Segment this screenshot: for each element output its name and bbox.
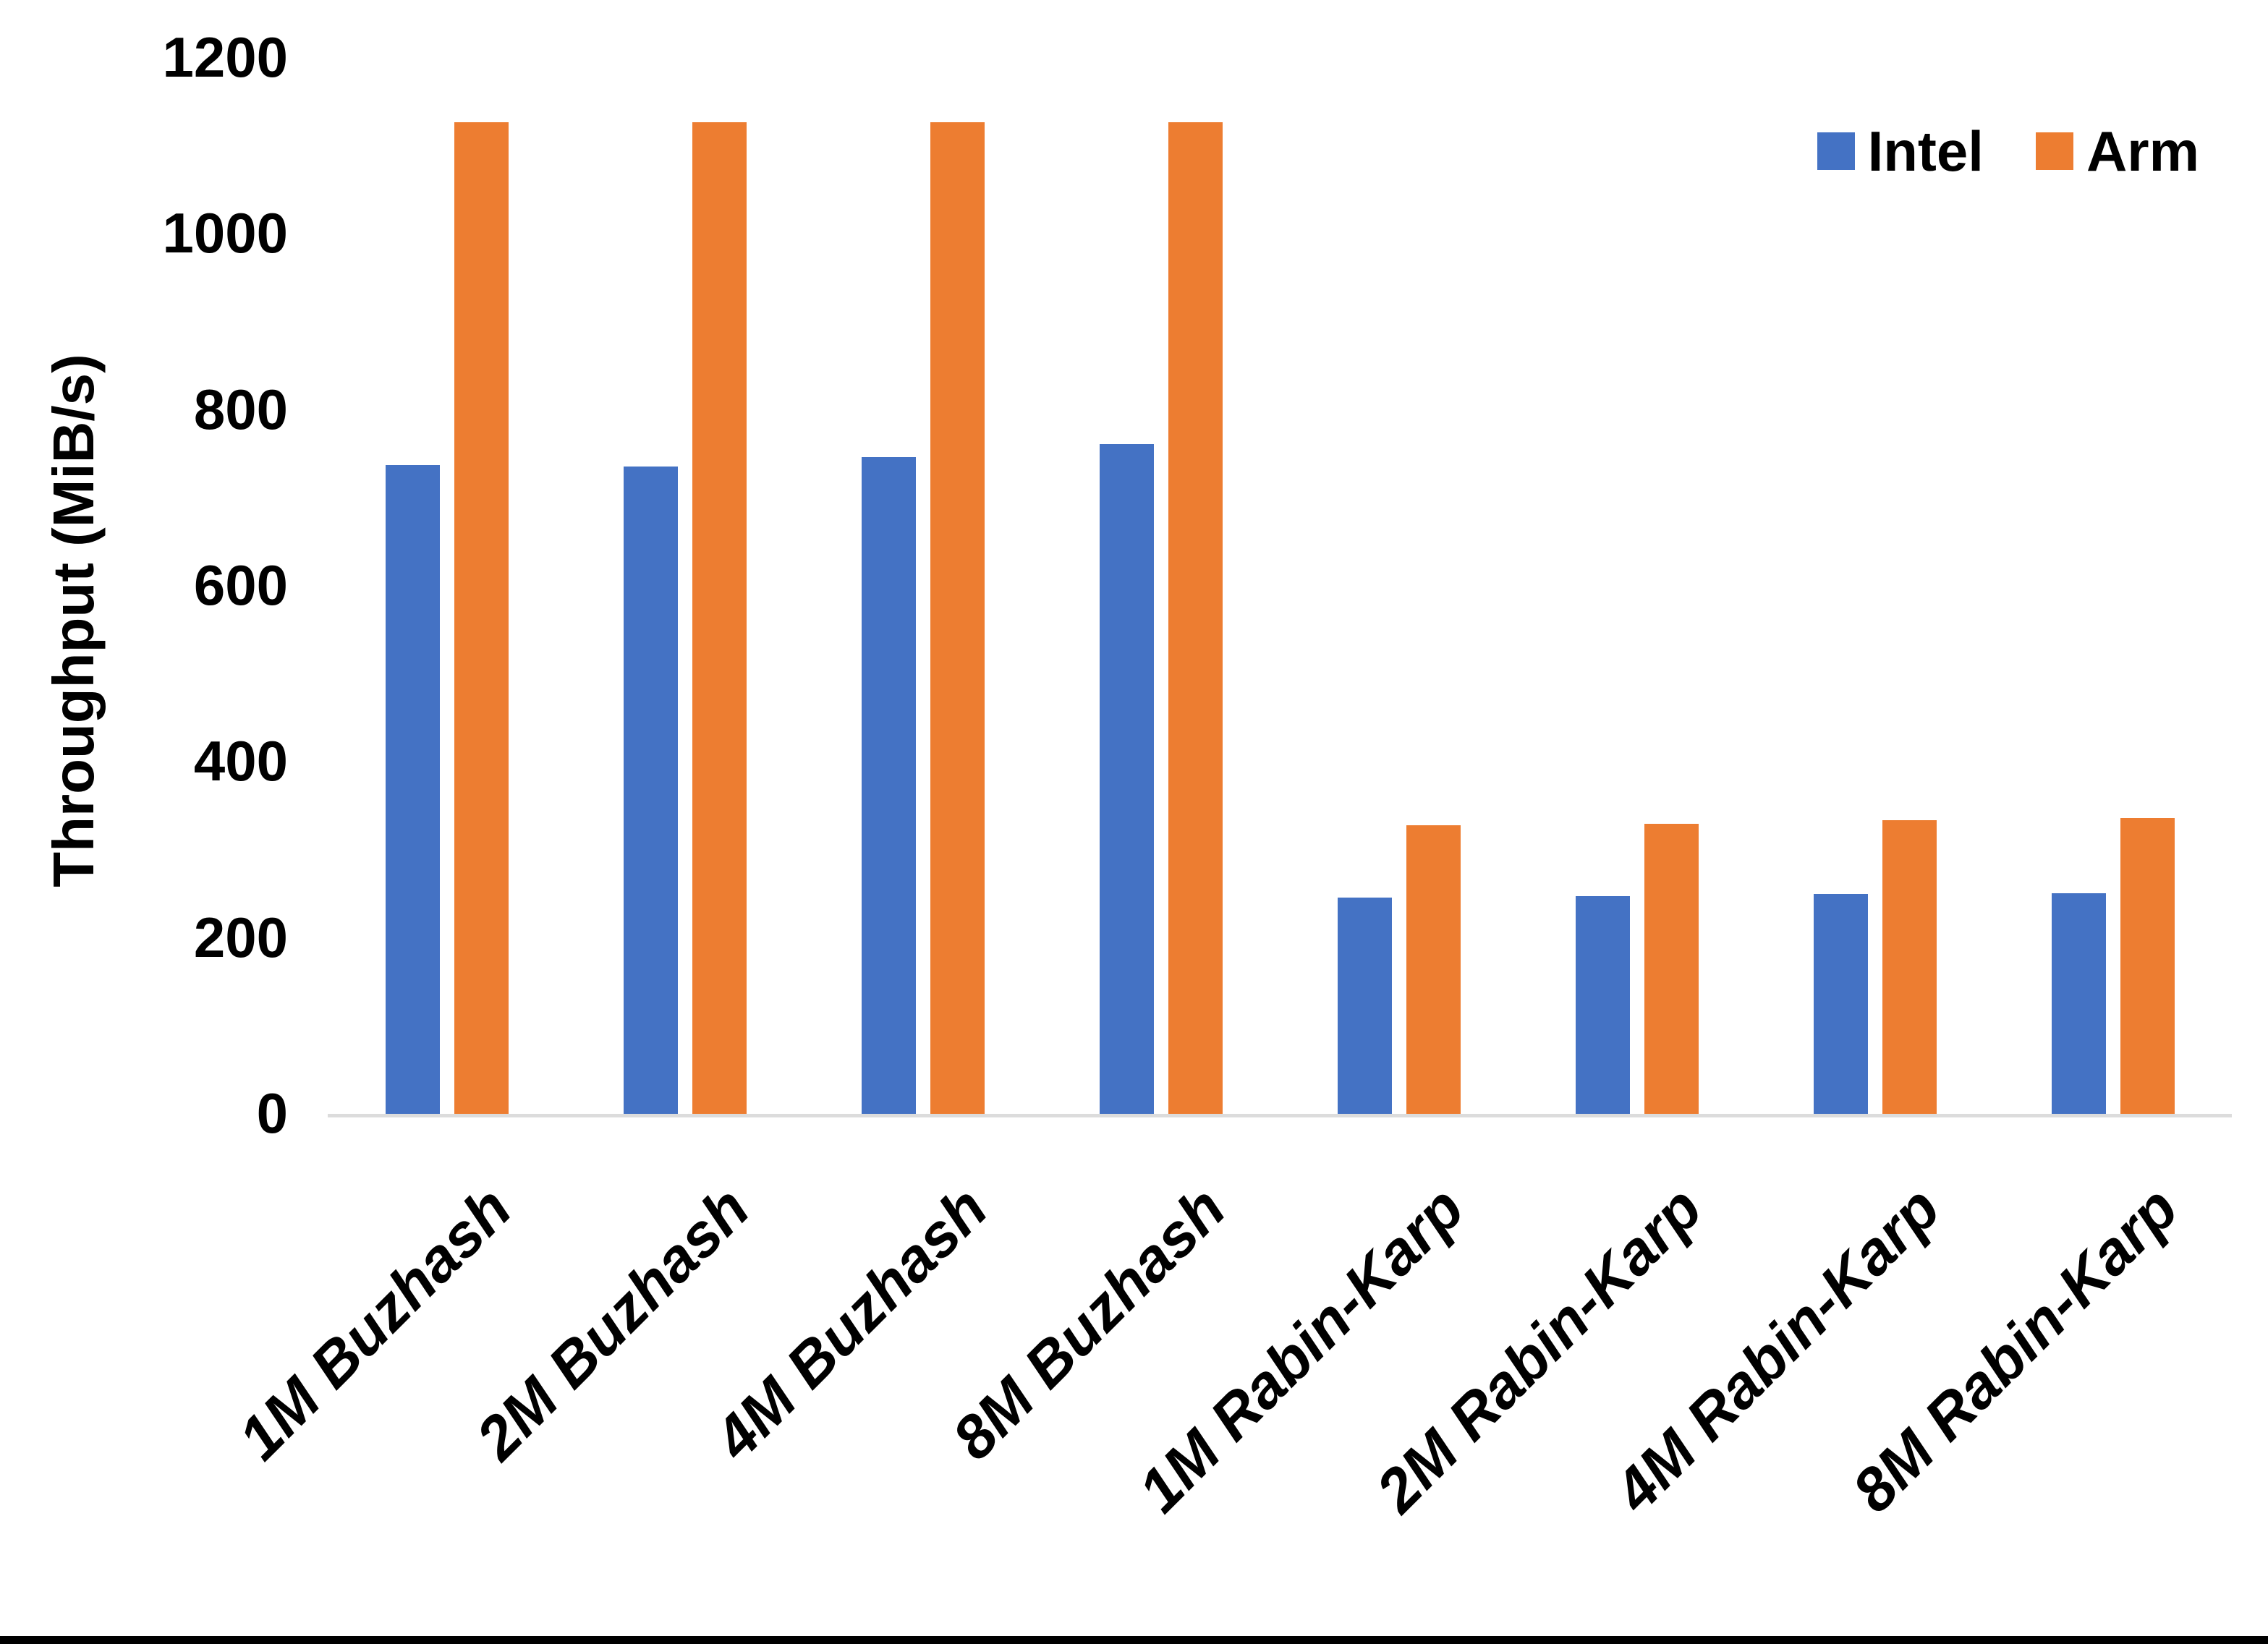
bottom-border	[0, 1636, 2268, 1644]
legend-item-intel: Intel	[1817, 123, 1984, 179]
y-axis-tick-label: 1000	[162, 201, 288, 265]
bar-intel-2m-rabin-karp	[1576, 896, 1630, 1114]
legend: Intel Arm	[1817, 123, 2199, 179]
y-axis-tick-label: 200	[193, 905, 288, 969]
bar-arm-2m-buzhash	[692, 122, 747, 1114]
legend-label-arm: Arm	[2086, 119, 2199, 183]
y-axis-tick-label: 600	[193, 553, 288, 617]
bar-intel-8m-buzhash	[1100, 444, 1154, 1114]
bar-arm-4m-buzhash	[930, 122, 985, 1114]
legend-item-arm: Arm	[2035, 119, 2199, 183]
bar-intel-1m-rabin-karp	[1338, 898, 1392, 1114]
y-axis-tick-label: 800	[193, 377, 288, 441]
bar-intel-1m-buzhash	[386, 465, 440, 1114]
bar-intel-8m-rabin-karp	[2052, 893, 2106, 1114]
bar-arm-8m-rabin-karp	[2120, 818, 2175, 1114]
bar-intel-4m-buzhash	[862, 457, 916, 1114]
bar-arm-4m-rabin-karp	[1882, 820, 1937, 1114]
legend-swatch-intel	[1817, 132, 1855, 170]
bar-arm-8m-buzhash	[1168, 122, 1223, 1114]
bar-intel-4m-rabin-karp	[1814, 894, 1868, 1114]
bar-arm-2m-rabin-karp	[1644, 824, 1699, 1114]
y-axis-tick-label: 1200	[162, 25, 288, 89]
legend-label-intel: Intel	[1867, 119, 1984, 183]
x-axis-line	[328, 1114, 2232, 1117]
y-axis-tick-label: 0	[256, 1081, 288, 1145]
bar-arm-1m-rabin-karp	[1406, 825, 1461, 1114]
legend-swatch-arm	[2035, 132, 2073, 170]
y-axis-tick-label: 400	[193, 729, 288, 793]
bar-intel-2m-buzhash	[624, 467, 678, 1114]
bar-arm-1m-buzhash	[454, 122, 509, 1114]
